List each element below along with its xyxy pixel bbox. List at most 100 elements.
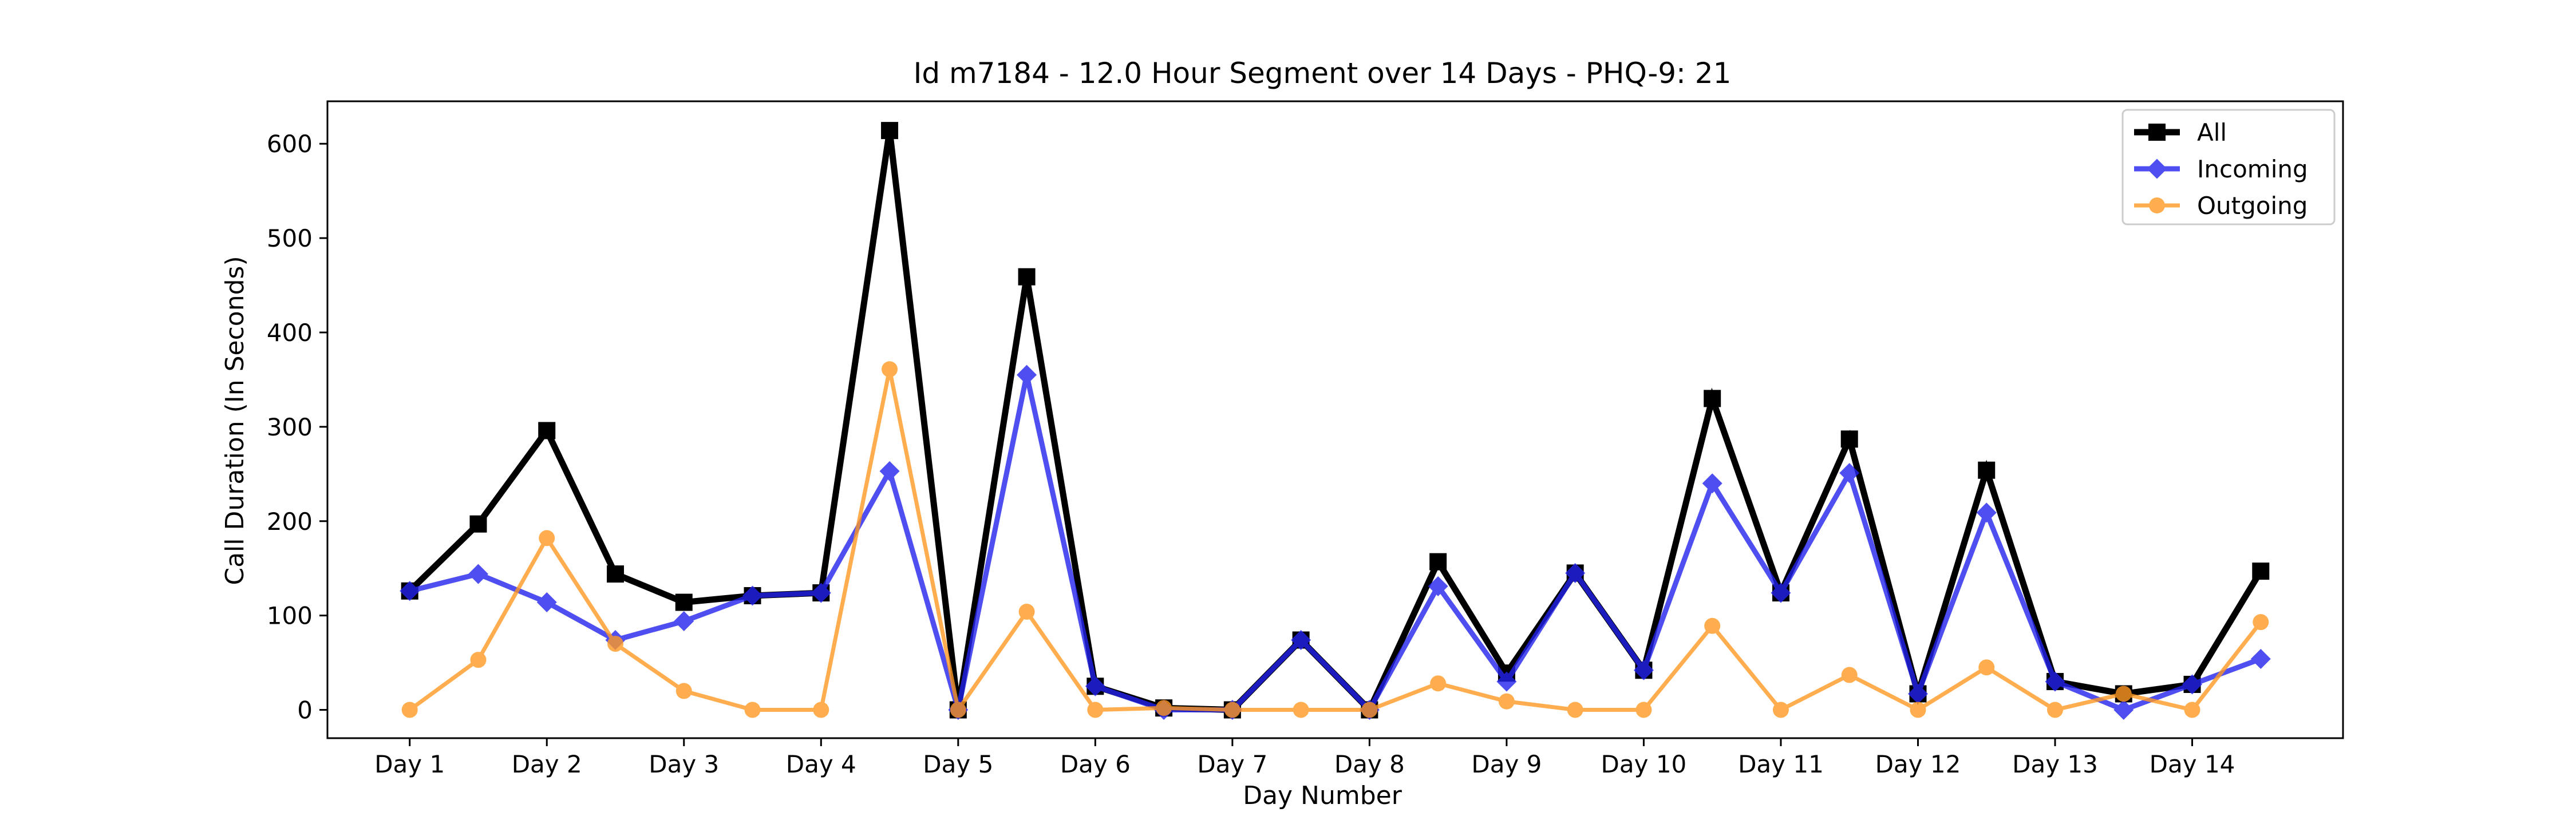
x-tick-label: Day 7 xyxy=(1197,750,1267,778)
data-point-outgoing xyxy=(950,702,966,718)
data-point-incoming xyxy=(1565,562,1586,583)
data-point-incoming xyxy=(2045,671,2065,692)
legend-marker-outgoing xyxy=(2149,197,2165,213)
legend-entry-incoming xyxy=(2134,159,2180,179)
data-point-outgoing xyxy=(1430,675,1447,692)
legend-entry-outgoing xyxy=(2134,197,2180,213)
data-point-outgoing xyxy=(470,652,487,668)
data-point-outgoing xyxy=(1772,702,1789,718)
data-point-incoming xyxy=(811,583,831,603)
x-tick-label: Day 9 xyxy=(1471,750,1542,778)
data-point-all xyxy=(1840,430,1858,448)
x-tick-label: Day 4 xyxy=(786,750,856,778)
data-point-outgoing xyxy=(2115,686,2132,702)
data-point-all xyxy=(1704,390,1721,407)
legend-label-outgoing: Outgoing xyxy=(2197,192,2308,220)
x-tick-label: Day 10 xyxy=(1601,750,1687,778)
data-point-all xyxy=(1429,553,1447,571)
data-point-all xyxy=(675,593,693,611)
data-point-incoming xyxy=(879,461,900,481)
legend-entry-all xyxy=(2134,124,2180,141)
data-point-all xyxy=(1978,461,1996,479)
data-point-incoming xyxy=(2113,700,2134,720)
data-point-outgoing xyxy=(607,636,623,652)
data-point-all xyxy=(881,122,899,140)
data-point-outgoing xyxy=(1910,702,1926,718)
x-tick-label: Day 5 xyxy=(923,750,993,778)
data-point-incoming xyxy=(1496,671,1517,692)
data-point-outgoing xyxy=(1018,604,1035,620)
data-point-outgoing xyxy=(675,683,692,699)
data-point-incoming xyxy=(1428,576,1448,597)
y-tick-label: 200 xyxy=(267,508,313,536)
axes: Day 1 Day 2 Day 3 Day 4 Day 5 Day 6 Day 7 Day 8… xyxy=(267,100,2344,778)
legend-box xyxy=(2121,109,2336,225)
legend-marker-all xyxy=(2148,124,2166,141)
data-point-all xyxy=(469,515,487,533)
y-tick-label: 300 xyxy=(267,413,313,441)
data-point-incoming xyxy=(400,581,420,601)
chart-title: Id m7184 - 12.0 Hour Segment over 14 Day… xyxy=(914,57,1732,90)
data-point-outgoing xyxy=(2253,614,2269,631)
x-tick-label: Day 3 xyxy=(649,750,719,778)
data-point-incoming xyxy=(1702,473,1722,494)
data-point-incoming xyxy=(1839,463,1860,484)
data-point-outgoing xyxy=(813,702,829,718)
series-line-incoming xyxy=(409,374,2262,714)
data-point-incoming xyxy=(468,564,488,584)
x-tick-label: Day 12 xyxy=(1875,750,1961,778)
y-tick-label: 400 xyxy=(267,319,313,347)
data-point-all xyxy=(2252,562,2270,580)
data-point-outgoing xyxy=(1361,702,1378,718)
data-point-incoming xyxy=(1907,684,1928,704)
data-point-outgoing xyxy=(1841,667,1858,683)
data-point-outgoing xyxy=(1293,702,1309,718)
data-point-outgoing xyxy=(401,702,418,718)
data-point-incoming xyxy=(2250,648,2271,669)
data-point-outgoing xyxy=(1978,659,1995,676)
data-point-outgoing xyxy=(744,702,761,718)
data-point-outgoing xyxy=(1224,702,1240,718)
legend-label-incoming: Incoming xyxy=(2197,155,2308,183)
x-tick-label: Day 6 xyxy=(1060,750,1131,778)
x-tick-label: Day 13 xyxy=(2012,750,2098,778)
x-tick-label: Day 14 xyxy=(2150,750,2235,778)
data-point-incoming xyxy=(674,611,694,632)
y-tick-label: 100 xyxy=(267,602,313,630)
legend-label-all: All xyxy=(2197,118,2227,146)
plot-area xyxy=(400,122,2271,720)
data-point-incoming xyxy=(2182,674,2203,695)
y-tick-label: 600 xyxy=(267,130,313,158)
data-point-incoming xyxy=(536,592,557,613)
data-point-outgoing xyxy=(2047,702,2063,718)
data-point-incoming xyxy=(1976,502,1997,523)
data-point-incoming xyxy=(1291,630,1311,651)
x-tick-label: Day 2 xyxy=(512,750,582,778)
series-all xyxy=(401,122,2270,719)
data-point-incoming xyxy=(1017,365,1037,385)
y-tick-label: 0 xyxy=(297,696,313,724)
x-axis-label: Day Number xyxy=(1243,781,1402,810)
data-point-outgoing xyxy=(1704,617,1721,634)
data-point-incoming xyxy=(742,585,763,606)
data-point-incoming xyxy=(1633,660,1654,680)
data-point-outgoing xyxy=(1567,702,1583,718)
data-point-outgoing xyxy=(1087,702,1104,718)
data-point-outgoing xyxy=(2184,702,2200,718)
axes-frame xyxy=(326,100,2344,739)
x-tick-label: Day 11 xyxy=(1738,750,1824,778)
legend-marker-incoming xyxy=(2147,159,2167,179)
data-point-all xyxy=(1018,268,1036,286)
x-tick-label: Day 1 xyxy=(374,750,445,778)
y-tick-label: 500 xyxy=(267,224,313,252)
data-point-outgoing xyxy=(1635,702,1652,718)
series-line-outgoing xyxy=(408,369,2263,715)
data-point-outgoing xyxy=(539,530,555,546)
y-axis-label: Call Duration (In Seconds) xyxy=(220,256,250,585)
series-outgoing xyxy=(401,361,2269,718)
data-point-outgoing xyxy=(1156,700,1172,716)
data-point-incoming xyxy=(1085,676,1105,696)
data-point-outgoing xyxy=(1498,693,1515,710)
data-point-outgoing xyxy=(882,361,898,378)
